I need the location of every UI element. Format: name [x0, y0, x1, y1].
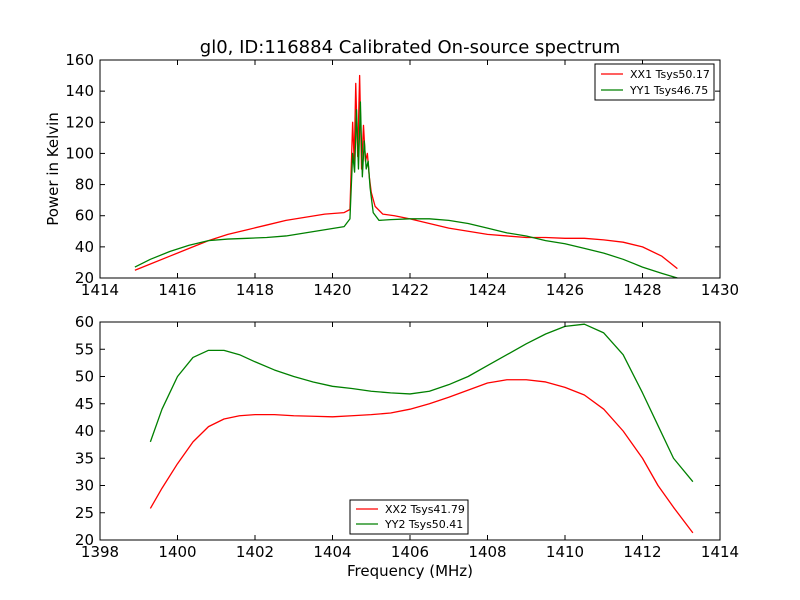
y-tick-label: 55: [75, 340, 94, 358]
y-tick-label: 40: [75, 238, 94, 256]
x-tick-label: 1400: [158, 543, 196, 561]
y-tick-label: 35: [75, 449, 94, 467]
x-tick-label: 1398: [81, 543, 119, 561]
y-tick-label: 40: [75, 422, 94, 440]
x-tick-label: 1402: [236, 543, 274, 561]
bottom-chart: Frequency (MHz) 1398 1400 1402 1404 1406 1408…: [75, 313, 739, 580]
series-line-xx1: [134, 74, 678, 271]
x-tick-label: 1414: [701, 543, 739, 561]
top-axis-ticks: 1414 1416 1418 1420 1422 1424 1426 1428 1430 20 40…: [65, 51, 739, 299]
y-tick-label: 160: [65, 51, 94, 69]
series-line-yy1: [134, 101, 678, 279]
chart-title: gl0, ID:116884 Calibrated On-source spec…: [200, 37, 620, 58]
legend-box: [349, 499, 469, 535]
legend-label-xx1: XX1 Tsys50.17: [630, 68, 710, 81]
x-tick-label: 1420: [313, 281, 351, 299]
y-tick-label: 140: [65, 82, 94, 100]
y-tick-label: 20: [75, 269, 94, 287]
x-axis-title: Frequency (MHz): [347, 562, 473, 580]
x-tick-label: 1430: [701, 281, 739, 299]
y-tick-label: 120: [65, 113, 94, 131]
x-tick-label: 1410: [546, 543, 584, 561]
y-tick-label: 50: [75, 368, 94, 386]
series-line-yy2: [149, 323, 694, 483]
x-tick-label: 1416: [158, 281, 196, 299]
bottom-series-lines: [149, 323, 694, 534]
x-tick-label: 1422: [391, 281, 429, 299]
legend-label-xx2: XX2 Tsys41.79: [385, 503, 465, 516]
y-tick-label: 45: [75, 395, 94, 413]
legend-label-yy2: YY2 Tsys50.41: [384, 518, 463, 531]
x-tick-label: 1408: [468, 543, 506, 561]
y-tick-label: 60: [75, 207, 94, 225]
x-tick-label: 1412: [623, 543, 661, 561]
x-tick-label: 1406: [391, 543, 429, 561]
legend-box: [594, 63, 715, 101]
x-tick-label: 1424: [468, 281, 506, 299]
top-series-lines: [134, 74, 678, 279]
y-tick-label: 80: [75, 176, 94, 194]
y-tick-label: 100: [65, 144, 94, 162]
x-tick-label: 1428: [623, 281, 661, 299]
series-line-xx2: [149, 379, 694, 534]
top-legend: XX1 Tsys50.17 YY1 Tsys46.75: [594, 63, 715, 101]
x-tick-label: 1418: [236, 281, 274, 299]
x-tick-label: 1404: [313, 543, 351, 561]
bottom-axis-ticks: 1398 1400 1402 1404 1406 1408 1410 1412 1414 20 25…: [75, 313, 739, 561]
x-tick-label: 1426: [546, 281, 584, 299]
y-tick-label: 20: [75, 531, 94, 549]
y-tick-label: 25: [75, 504, 94, 522]
top-chart: gl0, ID:116884 Calibrated On-source spec…: [44, 37, 739, 299]
y-axis-title: Power in Kelvin: [44, 112, 62, 226]
legend-label-yy1: YY1 Tsys46.75: [629, 84, 708, 97]
x-tick-label: 1414: [81, 281, 119, 299]
bottom-legend: XX2 Tsys41.79 YY2 Tsys50.41: [349, 499, 469, 535]
y-tick-label: 30: [75, 477, 94, 495]
y-tick-label: 60: [75, 313, 94, 331]
